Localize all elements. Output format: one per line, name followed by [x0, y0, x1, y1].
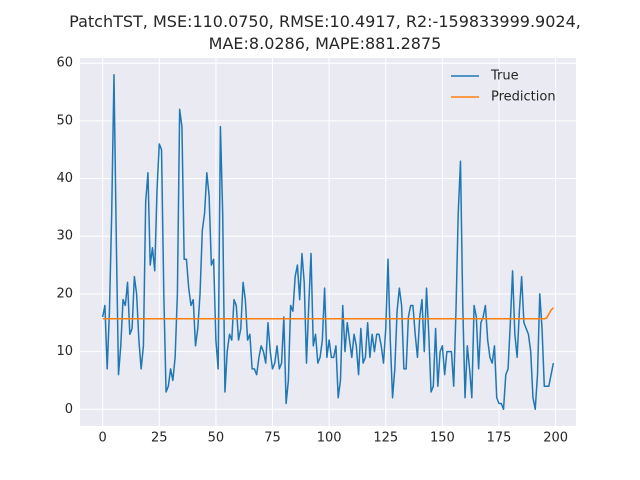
- y-tick-label: 0: [65, 402, 73, 417]
- y-tick-label: 40: [56, 171, 73, 186]
- legend-label: True: [490, 69, 519, 84]
- y-tick-label: 50: [56, 113, 73, 128]
- y-tick-label: 60: [56, 56, 73, 71]
- x-tick-label: 100: [317, 431, 342, 446]
- x-tick-label: 25: [151, 431, 168, 446]
- chart-title: PatchTST, MSE:110.0750, RMSE:10.4917, R2…: [69, 12, 581, 53]
- x-tick-label: 175: [487, 431, 512, 446]
- series-line: [102, 307, 554, 320]
- x-tick-label: 200: [543, 431, 568, 446]
- legend-label: Prediction: [491, 90, 556, 105]
- x-tick-label: 125: [373, 431, 398, 446]
- x-tick-label: 75: [264, 431, 281, 446]
- plot-area: [80, 58, 576, 426]
- x-tick-label: 150: [430, 431, 455, 446]
- y-tick-label: 20: [56, 286, 73, 301]
- x-tick-label: 50: [208, 431, 225, 446]
- grid: 0 10 20 30 40 50 60 0 25 50 75 100 125 150 175 200: [56, 56, 576, 446]
- y-tick-label: 30: [56, 229, 73, 244]
- legend: True Prediction: [451, 69, 556, 105]
- x-tick-label: 0: [99, 431, 107, 446]
- series-line: [101, 73, 555, 411]
- y-tick-label: 10: [56, 344, 73, 359]
- marks: [101, 73, 555, 411]
